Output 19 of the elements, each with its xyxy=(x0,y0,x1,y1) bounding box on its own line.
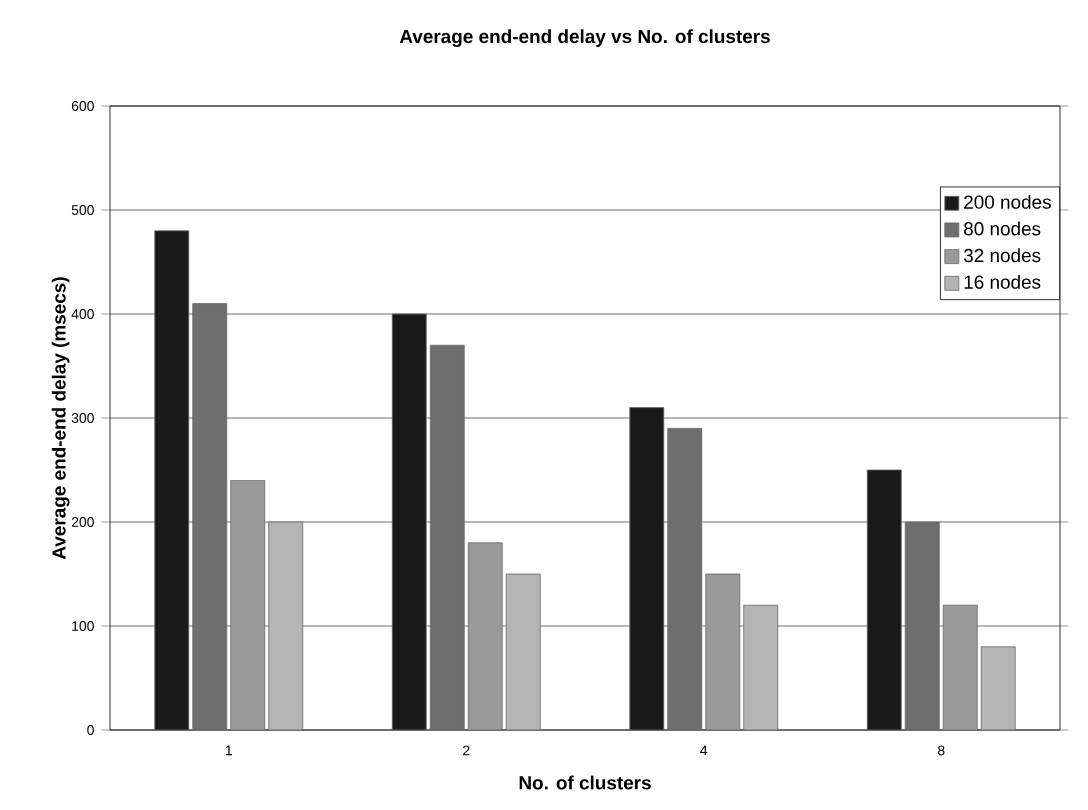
bar xyxy=(705,573,741,730)
legend-label: 80 nodes xyxy=(964,221,1041,236)
y-axis-title: Average end-end delay (msecs) xyxy=(51,277,70,560)
bar xyxy=(467,542,503,730)
bar xyxy=(154,230,190,730)
chart-title: Average end-end delay vs No. of clusters xyxy=(399,29,770,47)
bar xyxy=(629,407,665,730)
bar xyxy=(743,604,779,730)
x-axis-title: No. of clusters xyxy=(519,775,651,790)
bar xyxy=(866,469,902,730)
bar xyxy=(230,480,266,730)
legend-label: 16 nodes xyxy=(964,274,1041,289)
bar xyxy=(268,521,304,730)
bar xyxy=(942,604,978,730)
bar xyxy=(505,573,541,730)
legend-label: 200 nodes xyxy=(964,194,1051,209)
bar xyxy=(980,646,1016,730)
legend-label: 32 nodes xyxy=(963,248,1041,263)
bar xyxy=(391,313,427,730)
